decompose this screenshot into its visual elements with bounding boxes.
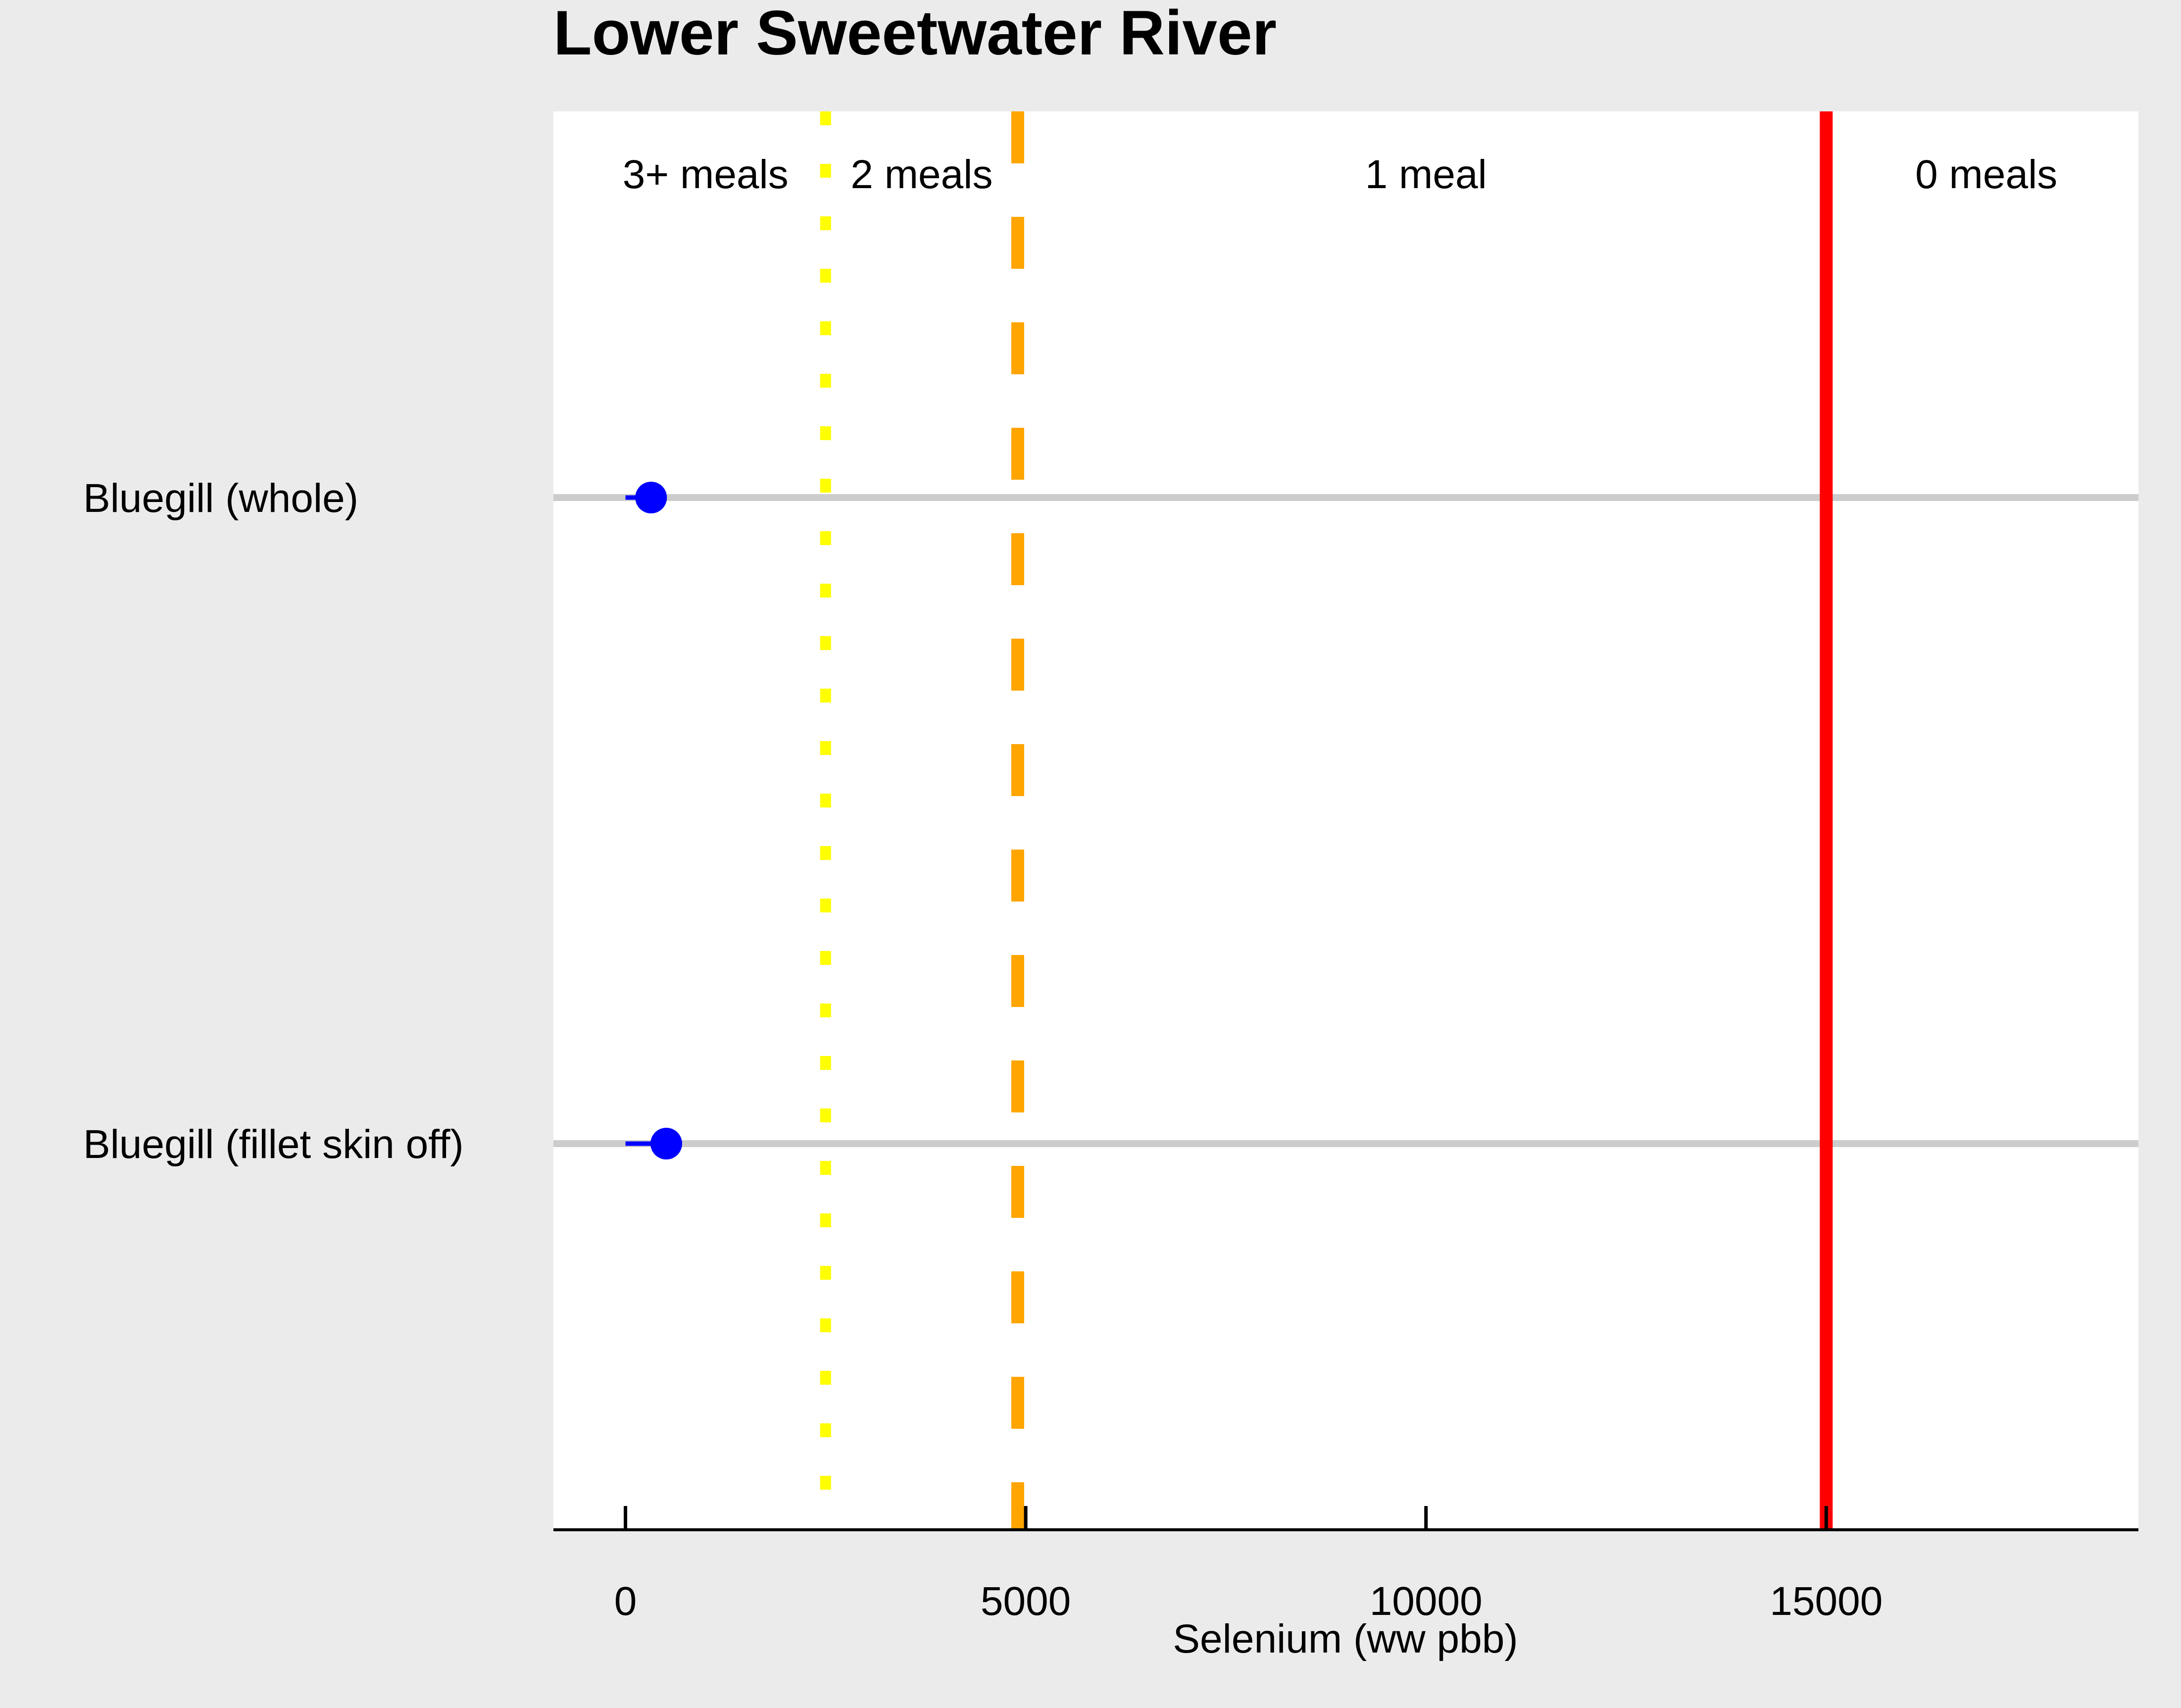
region-label: 3+ meals: [623, 152, 789, 197]
x-axis-title: Selenium (ww pbb): [1173, 1616, 1518, 1661]
data-point: [635, 482, 667, 513]
x-axis: 0 5000 10000 15000: [553, 1506, 2138, 1624]
labels: Bluegill (whole) Bluegill (fillet skin of…: [83, 152, 2057, 1167]
x-tick-label: 10000: [1370, 1579, 1483, 1624]
gridlines: [553, 494, 2138, 1147]
x-tick-label: 5000: [981, 1579, 1071, 1624]
region-label: 0 meals: [1915, 152, 2057, 197]
region-label: 2 meals: [850, 152, 992, 197]
category-label: Bluegill (whole): [83, 476, 358, 521]
data-point: [650, 1128, 683, 1159]
chart-title: Lower Sweetwater River: [553, 0, 1277, 68]
threshold-lines: [820, 111, 1833, 1530]
category-label: Bluegill (fillet skin off): [83, 1122, 464, 1167]
x-tick-label: 0: [614, 1579, 637, 1624]
x-tick-label: 15000: [1770, 1579, 1883, 1624]
region-label: 1 meal: [1365, 152, 1487, 197]
data-points: [625, 482, 683, 1159]
plot-panel: [553, 111, 2138, 1530]
